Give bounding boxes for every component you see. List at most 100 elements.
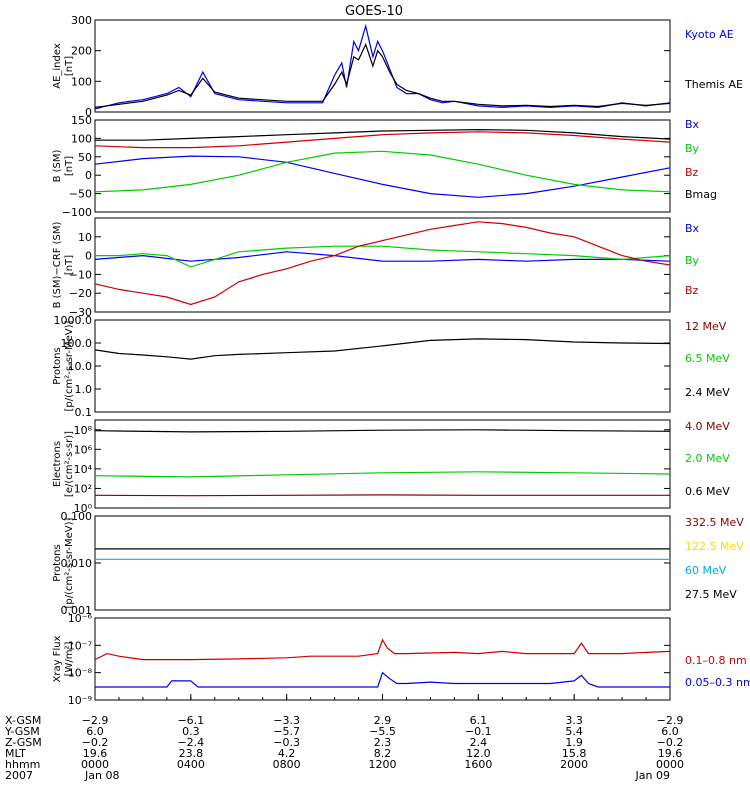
legend-bx: Bx [685, 222, 700, 235]
y-axis-label: Electrons [52, 441, 63, 487]
y-tick-label: 0 [85, 169, 92, 182]
time-axis [94, 694, 671, 700]
series-by [94, 150, 671, 193]
y-axis-label: Xray Flux [52, 635, 63, 682]
y-tick-label: 0.100 [61, 510, 93, 523]
y-axis-label: Protons [52, 544, 63, 581]
legend-0-05-0-3-nm: 0.05–0.3 nm [685, 676, 750, 689]
y-tick-label: 1.0 [75, 383, 93, 396]
panel-xray: 10⁻⁹ 10⁻⁸ 10⁻⁷ 10⁻⁶ Xray Flux [W/m²] 0.1–0.8 n… [52, 612, 750, 707]
y-tick-label: 10.0 [68, 360, 93, 373]
ephemeris-value: −2.4 [177, 736, 204, 749]
plot-title: GOES-10 [345, 4, 403, 19]
panel-protons_lo: 0.001 0.010 0.100 Protons [p/(cm²-s-sr-MeV)]… [52, 510, 744, 617]
ephemeris-value: 0.3 [182, 725, 200, 738]
series-themis-ae [94, 42, 671, 108]
y-axis-label: [W/m²] [64, 641, 75, 676]
ephemeris-value: −0.3 [273, 736, 300, 749]
panel-frame [94, 119, 671, 213]
ephemeris-value: 8.2 [374, 747, 392, 760]
legend-by: By [685, 142, 700, 155]
legend-27-5-mev: 27.5 MeV [685, 588, 737, 601]
y-tick-label: 150 [71, 114, 92, 127]
y-axis-label: AE_index [52, 43, 63, 89]
ephemeris-value: Jan 08 [84, 769, 119, 782]
y-tick-label: 0 [85, 106, 92, 119]
series-bx [94, 155, 671, 198]
ephemeris-value: 2.3 [374, 736, 392, 749]
ephemeris-value: 12.0 [466, 747, 491, 760]
ephemeris-value: 2.9 [374, 714, 392, 727]
legend-0-1-0-8-nm: 0.1–0.8 nm [685, 654, 747, 667]
y-axis-label: [p/(cm²-s-sr-MeV)] [64, 517, 75, 608]
ephemeris-value: 1.9 [565, 736, 583, 749]
ephemeris-value: −3.3 [273, 714, 300, 727]
y-tick-label: 10⁸ [74, 424, 93, 437]
y-axis-label: [nT] [64, 56, 75, 76]
ephemeris-value: 0000 [656, 758, 684, 771]
panel-frame [94, 217, 671, 313]
panel-frame [94, 19, 671, 113]
panel-dbm: −30 −20 −10 0 10 B (SM)−CRF (SM) [nT] Bx By Bz [52, 217, 700, 319]
y-axis-label: B (SM) [52, 149, 63, 182]
y-tick-label: 300 [71, 14, 92, 27]
y-axis-label: Protons [52, 347, 63, 384]
legend-4-0-mev: 4.0 MeV [685, 420, 730, 433]
legend-60-mev: 60 MeV [685, 564, 727, 577]
panel-b: −100 −50 0 50 100 150 B (SM) [nT] Bx By Bz Bmag [52, 114, 717, 219]
y-tick-label: 100 [71, 132, 92, 145]
panel-frame [94, 319, 671, 413]
y-tick-label: 50 [78, 151, 92, 164]
ephemeris-row-label: hhmm [5, 758, 40, 771]
series-bz [94, 221, 671, 306]
ephemeris-value: 4.2 [278, 747, 296, 760]
y-tick-label: 10 [78, 231, 92, 244]
y-tick-label: −30 [69, 306, 92, 319]
ephemeris-value: 0000 [81, 758, 109, 771]
series-bz [94, 131, 671, 149]
legend-6-5-mev: 6.5 MeV [685, 352, 730, 365]
ephemeris-row-label: Y-GSM [4, 725, 40, 738]
panel-protons_hi: 0.1 1.0 10.0 100.0 1000.0 Protons [p/(cm²-s-sr… [52, 314, 730, 419]
legend-kyoto-ae: Kyoto AE [685, 28, 734, 41]
y-axis-label: B (SM)−CRF (SM) [52, 221, 63, 308]
y-axis-label: [nT] [64, 156, 75, 176]
legend-332-5-mev: 332.5 MeV [685, 516, 744, 529]
ephemeris-value: −0.2 [657, 736, 684, 749]
series-bx [94, 251, 671, 262]
ephemeris-row-label: MLT [5, 747, 26, 760]
ephemeris-value: 23.8 [179, 747, 204, 760]
legend-by: By [685, 254, 700, 267]
ephemeris-value: 0400 [177, 758, 205, 771]
y-tick-label: 10⁰ [74, 502, 93, 515]
ephemeris-row-label: 2007 [5, 769, 33, 782]
y-tick-label: 200 [71, 45, 92, 58]
legend-bz: Bz [685, 284, 699, 297]
series-bmag [95, 128, 671, 141]
ephemeris-value: 1600 [464, 758, 492, 771]
y-tick-label: −10 [69, 268, 92, 281]
ephemeris-value: −2.9 [657, 714, 684, 727]
y-tick-label: −100 [62, 206, 92, 219]
ephemeris-value: 6.0 [661, 725, 679, 738]
legend-0-6-mev: 0.6 MeV [685, 485, 730, 498]
y-tick-label: 0 [85, 250, 92, 263]
legend-bz: Bz [685, 166, 699, 179]
y-tick-label: 0.001 [61, 604, 93, 617]
ephemeris-value: Jan 09 [635, 769, 670, 782]
legend-bx: Bx [685, 118, 700, 131]
ephemeris-value: −5.7 [273, 725, 300, 738]
panel-electrons: 10⁰ 10² 10⁴ 10⁶ 10⁸ Electrons [e/(cm²-s-sr)] 4.… [52, 419, 730, 515]
series-2-0-mev [94, 471, 671, 478]
ephemeris-value: −6.1 [177, 714, 204, 727]
y-tick-label: −50 [69, 188, 92, 201]
y-tick-label: 100.0 [61, 337, 93, 350]
series-kyoto-ae [94, 23, 671, 110]
series-0-6-mev [94, 429, 671, 433]
y-tick-label: 10⁻⁷ [68, 639, 92, 652]
ephemeris-value: 2000 [560, 758, 588, 771]
legend-12-mev: 12 MeV [685, 320, 727, 333]
y-tick-label: 0.1 [75, 406, 93, 419]
ephemeris-value: 0800 [273, 758, 301, 771]
